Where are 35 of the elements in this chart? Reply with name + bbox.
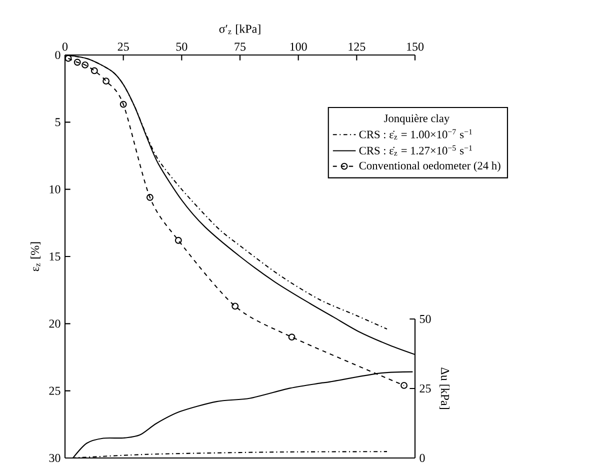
y2-tick-label: 25 (420, 384, 431, 393)
y-tick-label: 30 (49, 454, 60, 462)
x-tick-label: 50 (176, 42, 188, 51)
point (120, 100, 127, 108)
x-axis-title: σ′$_{z}$ [kPa] (219, 24, 260, 34)
point (232, 302, 239, 310)
y2-axis-title: Δu [kPa] (440, 368, 450, 409)
x-tick-label: 150 (407, 42, 424, 51)
point (102, 78, 110, 85)
x-tick-label: 75 (234, 42, 246, 51)
legend-label: Conventional oedometer (24 h) (359, 161, 500, 172)
y-axis-title: ε$_{z}$ [%] (30, 242, 40, 272)
x-tick-label: 25 (118, 42, 129, 51)
legend-title: Jonquière clay (384, 114, 450, 125)
point (174, 236, 182, 244)
point (146, 194, 154, 201)
y2-tick-label: 50 (420, 314, 431, 324)
point (90, 67, 98, 74)
y-tick-label: 0 (55, 50, 60, 60)
x-tick-label: 100 (290, 42, 307, 51)
y-tick-label: 5 (55, 118, 60, 126)
y-tick-label: 20 (49, 320, 60, 328)
legend-label: CRS : ε̇$_{z}$ = 1.27×10$^{−5}$ s$^{−1}$ (359, 145, 472, 156)
y2-tick-label: 0 (420, 454, 425, 462)
point (82, 61, 89, 68)
x-tick-label: 125 (348, 42, 366, 51)
y-tick-label: 10 (50, 185, 60, 194)
point (64, 54, 72, 62)
legend-label: CRS : ε̇$_{z}$ = 1.00×10$^{−7}$ s$^{−1}$ (359, 129, 472, 140)
point (288, 334, 296, 341)
y-tick-label: 15 (50, 252, 60, 261)
x-tick-label: 0 (62, 42, 68, 51)
y-tick-label: 25 (49, 386, 60, 395)
point (74, 58, 81, 66)
point (400, 382, 408, 389)
